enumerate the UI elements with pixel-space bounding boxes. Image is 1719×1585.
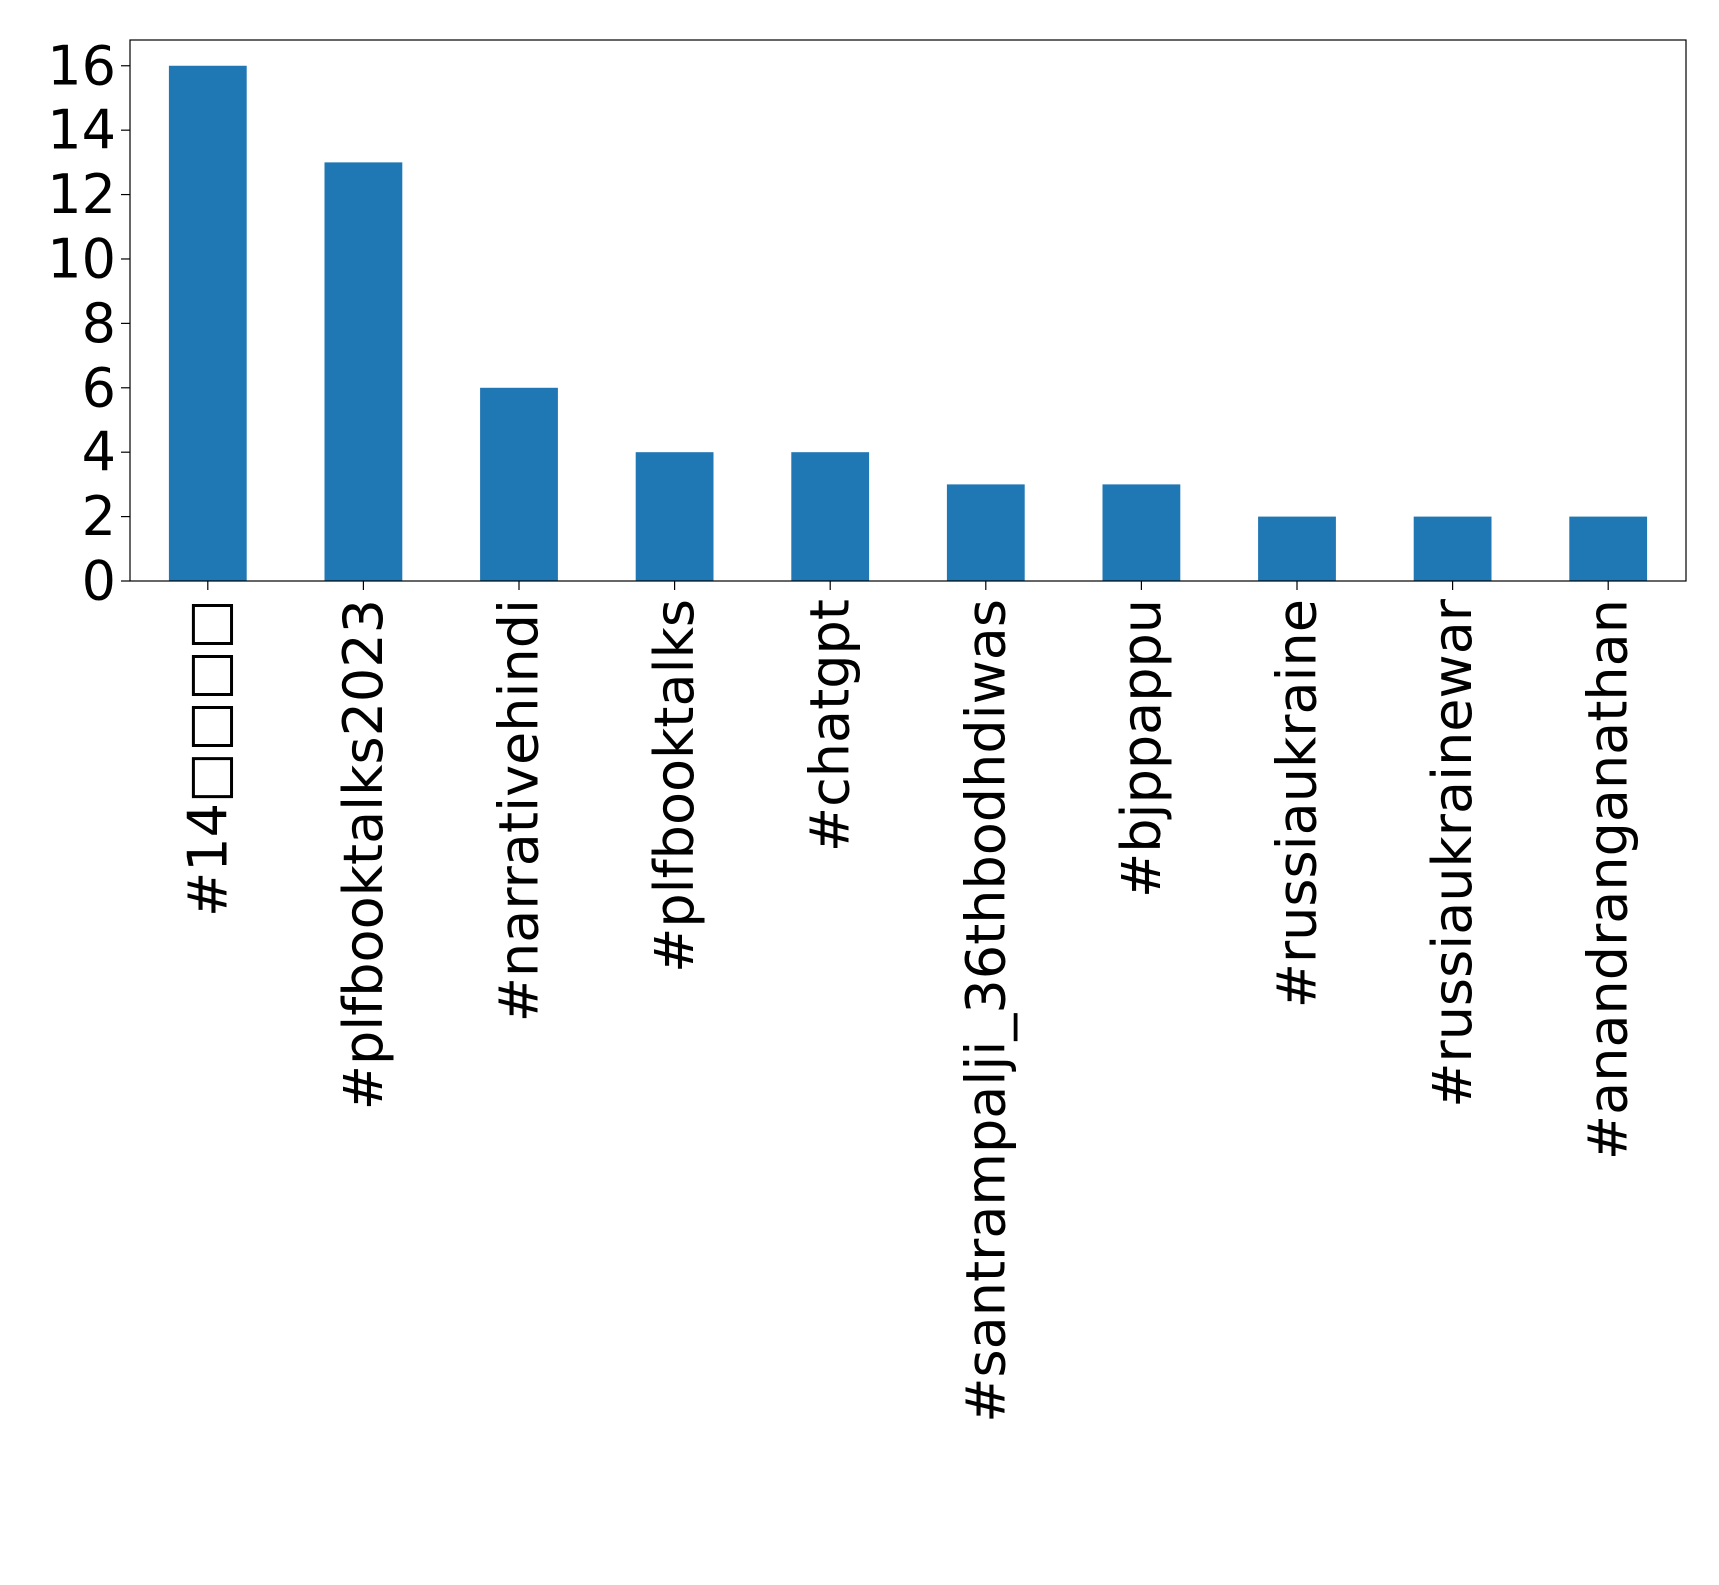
bar-1: [324, 162, 403, 581]
x-tick-label-7: #russiaukraine: [1266, 599, 1329, 1008]
x-tick-label-0: #14□□□□: [176, 599, 239, 917]
x-tick-label-2: #narrativehindi: [488, 599, 551, 1022]
x-tick-label-1: #plfbooktalks2023: [332, 599, 395, 1110]
y-tick-label-8: 16: [47, 34, 116, 97]
y-tick-label-3: 6: [82, 356, 116, 419]
y-tick-label-0: 0: [82, 550, 116, 613]
bar-8: [1413, 516, 1492, 581]
x-tick-label-5: #santrampalji_36thbodhdiwas: [954, 599, 1017, 1423]
y-tick-label-6: 12: [47, 163, 116, 226]
bar-0: [168, 65, 247, 581]
x-tick-label-6: #bjppappu: [1110, 599, 1173, 898]
bars-layer: [168, 65, 1648, 581]
x-axis: #14□□□□ #plfbooktalks2023 #narrativehindi #…: [176, 581, 1640, 1423]
x-tick-label-9: #anandranganathan: [1577, 599, 1640, 1160]
y-tick-label-4: 8: [82, 292, 116, 355]
plot-area-frame: [129, 39, 1687, 582]
y-tick-label-5: 10: [47, 227, 116, 290]
x-tick-label-8: #russiaukrainewar: [1421, 598, 1484, 1108]
y-tick-label-1: 2: [82, 485, 116, 548]
bar-6: [1102, 484, 1181, 581]
bar-9: [1569, 516, 1648, 581]
bar-4: [791, 452, 870, 581]
y-tick-label-7: 14: [47, 99, 116, 162]
bar-7: [1258, 516, 1336, 581]
bar-5: [946, 484, 1025, 581]
y-tick-label-2: 4: [82, 421, 116, 484]
bar-2: [480, 387, 558, 581]
x-tick-label-4: #chatgpt: [799, 599, 862, 852]
x-tick-label-3: #plfbooktalks: [643, 599, 706, 973]
bar-3: [635, 452, 714, 581]
